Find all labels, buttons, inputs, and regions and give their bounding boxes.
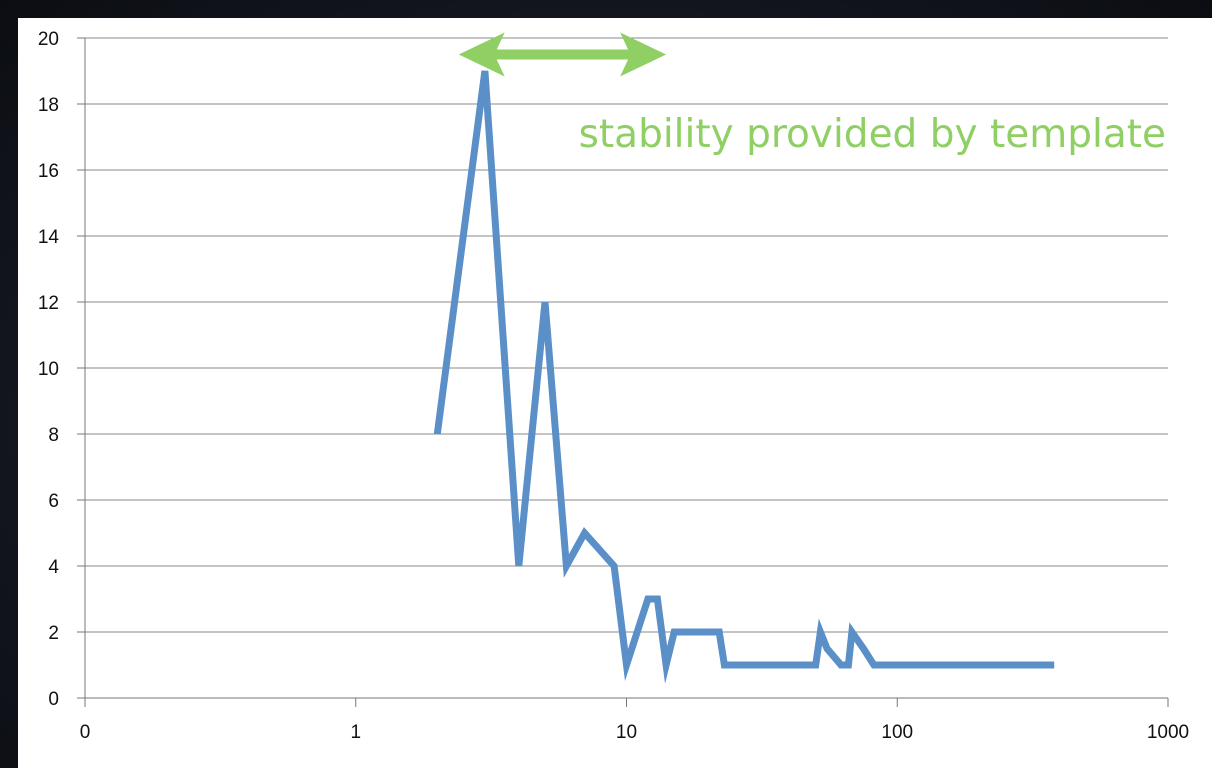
series-line [433,70,1055,684]
chart-panel: 0 2 4 6 8 10 12 14 16 18 20 0 1 10 100 1000 stability pr… [18,18,1212,768]
x-tick-label: 100 [881,722,913,743]
y-tick-label: 12 [38,293,59,314]
y-tick-label: 8 [48,425,59,446]
line-chart: 0 2 4 6 8 10 12 14 16 18 20 0 1 10 100 1000 stability pr… [38,29,1189,743]
y-tick-label: 0 [48,689,59,710]
y-tick-label: 14 [38,227,60,248]
y-tick-label: 18 [38,95,59,116]
y-tick-label: 2 [48,623,59,644]
x-tick-label: 10 [616,722,637,743]
x-tick-label: 1000 [1147,722,1189,743]
y-tick-label: 16 [38,161,59,182]
double-arrow-icon [458,32,667,77]
x-tick-label: 0 [80,722,91,743]
y-tick-label: 10 [38,359,59,380]
annotation-label: stability provided by template [579,112,1166,157]
y-tick-label: 6 [48,491,59,512]
y-tick-label: 20 [38,29,59,50]
x-tick-label: 1 [350,722,361,743]
y-tick-label: 4 [48,557,59,578]
